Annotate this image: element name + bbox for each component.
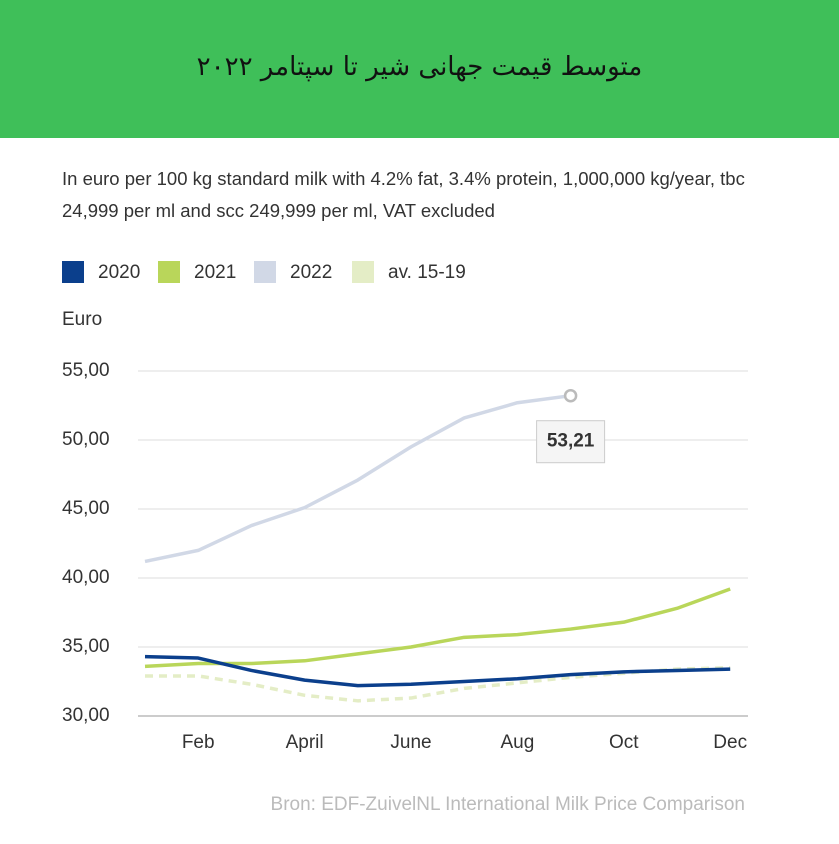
y-tick-label: 45,00	[62, 498, 110, 519]
legend-swatch	[62, 261, 84, 283]
legend-swatch	[352, 261, 374, 283]
y-tick-label: 55,00	[62, 360, 110, 381]
y-tick-label: 50,00	[62, 429, 110, 450]
x-tick-label: Aug	[500, 732, 534, 753]
legend-label: 2021	[194, 262, 236, 283]
y-tick-label: 35,00	[62, 636, 110, 657]
point-marker	[563, 388, 578, 403]
data-label: 53,21	[547, 431, 595, 452]
x-tick-label: April	[286, 732, 324, 753]
y-axis-label: Euro	[62, 309, 102, 330]
line-series	[144, 393, 571, 564]
legend-swatch	[254, 261, 276, 283]
line-series	[144, 654, 731, 688]
x-tick-label: Dec	[713, 732, 747, 753]
chart-title: متوسط قیمت جهانی شیر تا سپتامر ۲۰۲۲	[196, 52, 643, 82]
legend-label: 2020	[98, 262, 140, 283]
y-tick-label: 30,00	[62, 705, 110, 726]
y-tick-label: 40,00	[62, 567, 110, 588]
tooltip-box	[536, 420, 606, 464]
x-tick-label: Oct	[609, 732, 639, 753]
header	[0, 0, 839, 138]
x-tick-label: Feb	[182, 732, 215, 753]
chart-subtitle: In euro per 100 kg standard milk with 4.…	[62, 168, 745, 221]
legend-label: av. 15-19	[388, 262, 466, 283]
legend-swatch	[158, 261, 180, 283]
x-tick-label: June	[390, 732, 431, 753]
source: Bron: EDF-ZuivelNL International Milk Pr…	[271, 794, 745, 815]
line-series	[144, 587, 731, 669]
legend-label: 2022	[290, 262, 332, 283]
